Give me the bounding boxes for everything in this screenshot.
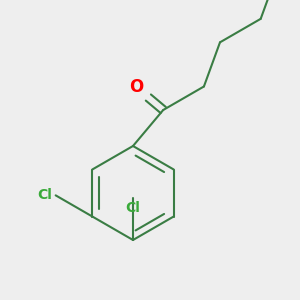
Text: O: O [129,78,143,96]
Text: Cl: Cl [37,188,52,202]
Text: Cl: Cl [126,201,140,215]
